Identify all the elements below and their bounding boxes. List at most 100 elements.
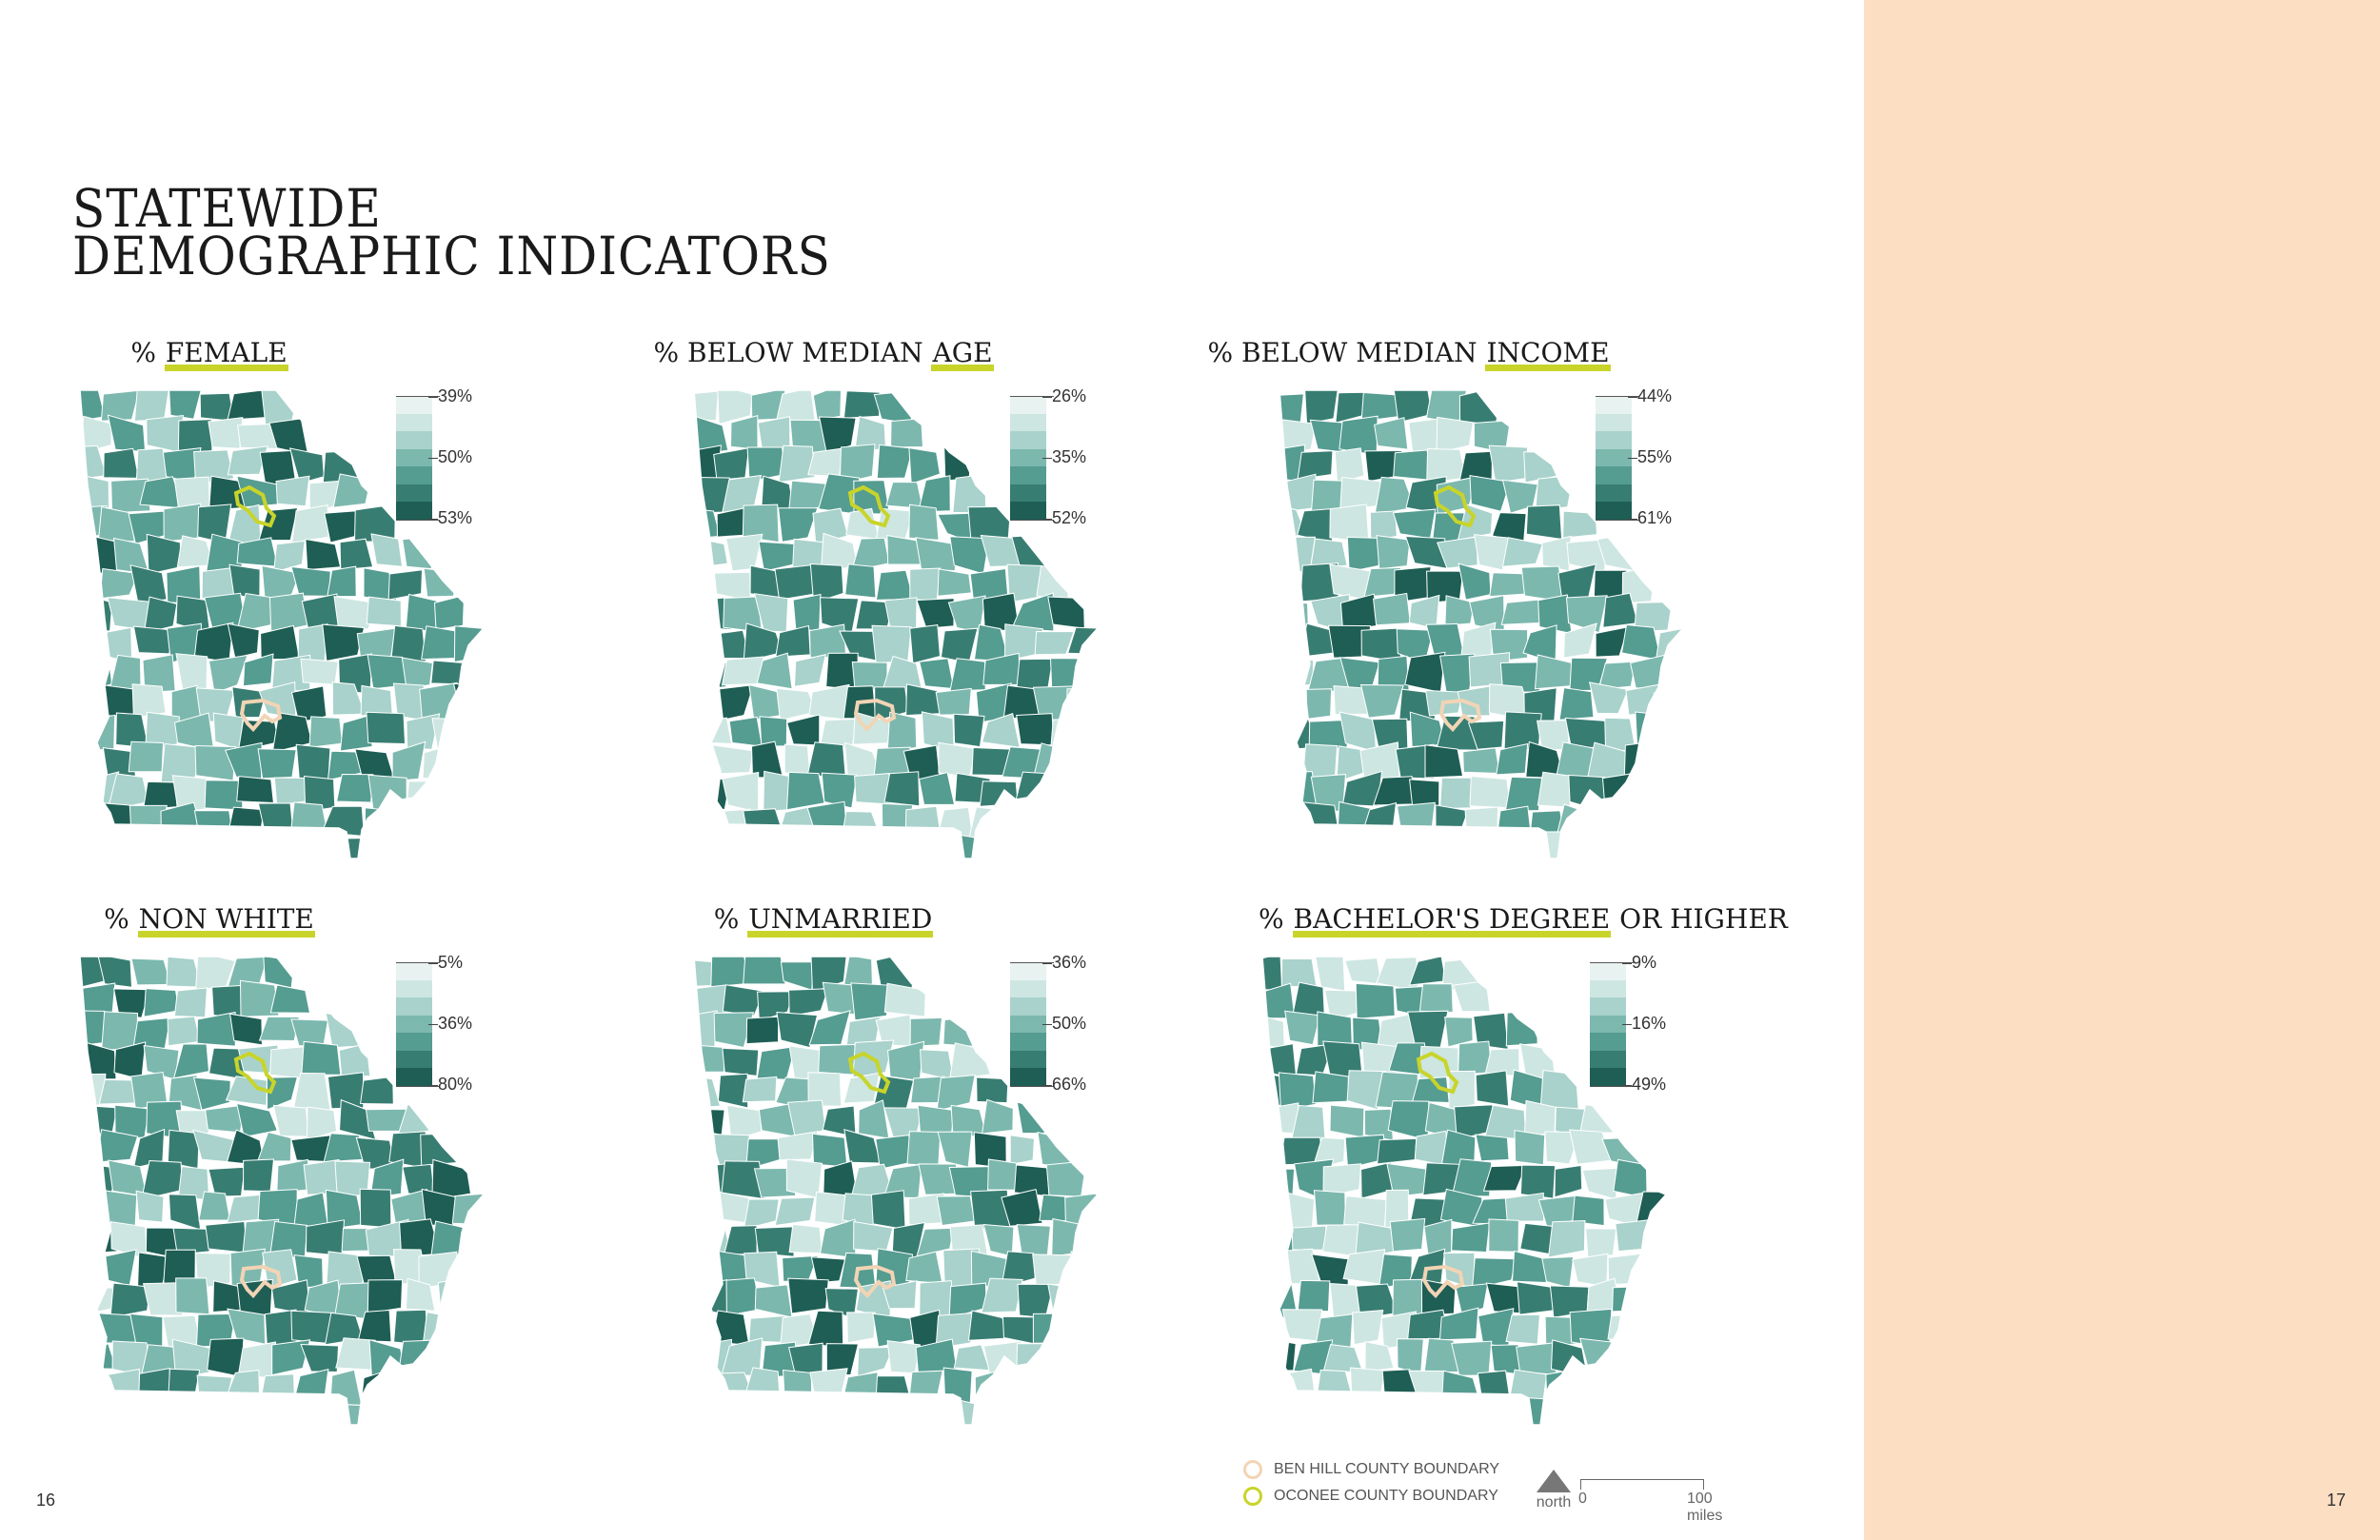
county-cell <box>208 1166 246 1197</box>
county-cell <box>1489 572 1525 598</box>
county-cell <box>916 598 955 629</box>
map-title-prefix: % <box>130 337 165 368</box>
county-cell <box>321 805 366 838</box>
legend-tick-label: 16% <box>1621 1014 1667 1033</box>
county-cell <box>393 1309 428 1346</box>
county-cell <box>711 744 754 775</box>
county-cell <box>225 1076 268 1106</box>
county-cell <box>876 444 914 480</box>
map-title-prefix: % BELOW MEDIAN <box>653 337 932 368</box>
county-cell <box>366 596 402 627</box>
county-cell <box>1455 1283 1489 1317</box>
county-cell <box>327 1072 365 1110</box>
boundary-legend: BEN HILL COUNTY BOUNDARY OCONEE COUNTY B… <box>1243 1456 1499 1510</box>
county-cell <box>198 1191 231 1221</box>
legend-tick-label: 39% <box>427 386 473 405</box>
county-cell <box>391 740 426 782</box>
county-cell <box>1458 563 1492 601</box>
county-cell <box>694 1044 725 1073</box>
county-cell <box>128 740 165 773</box>
county-cell <box>713 1012 755 1049</box>
county-cell <box>919 658 955 690</box>
county-cell <box>819 1218 857 1259</box>
county-cell <box>763 770 795 813</box>
county-cell <box>1344 958 1382 985</box>
county-cell <box>1488 444 1529 484</box>
choropleth-map <box>1261 957 1668 1426</box>
county-cell <box>1623 740 1659 778</box>
ramp-swatch <box>1010 1050 1046 1069</box>
county-cell <box>1511 1250 1548 1284</box>
county-cell <box>935 687 972 716</box>
county-cell <box>212 712 244 751</box>
county-cell <box>1655 626 1683 661</box>
county-cell <box>275 475 310 507</box>
county-cell <box>949 1398 987 1425</box>
county-cell <box>1585 1228 1617 1258</box>
county-cell <box>1369 510 1398 541</box>
county-cell <box>242 653 274 687</box>
ramp-swatch <box>1596 448 1632 467</box>
county-cell <box>1339 593 1379 631</box>
county-cell <box>694 507 722 541</box>
county-cell <box>300 658 339 685</box>
county-cell <box>173 987 208 1018</box>
county-cell <box>904 805 942 835</box>
county-cell <box>1047 596 1085 629</box>
county-cell <box>433 594 466 630</box>
county-cell <box>367 774 407 812</box>
map-panel-bachelors: % BACHELOR'S DEGREE OR HIGHER 9% 16% 49% <box>1259 903 1809 1442</box>
ramp-swatch <box>1596 484 1632 503</box>
value-legend: 39% 50% 53% <box>396 386 529 529</box>
county-cell <box>725 533 764 572</box>
ramp-swatch <box>396 466 432 484</box>
legend-top-line <box>1010 962 1054 963</box>
legend-top-line <box>1010 396 1054 397</box>
title-line-1: STATEWIDE <box>72 178 382 240</box>
legend-top-line <box>396 396 440 397</box>
county-cell <box>369 1158 405 1199</box>
county-cell <box>239 979 280 1017</box>
ramp-swatch <box>1010 1015 1046 1034</box>
county-cell <box>1525 504 1563 541</box>
county-cell <box>844 563 877 599</box>
county-cell <box>776 1011 819 1049</box>
county-cell <box>290 685 327 723</box>
county-cell <box>909 567 942 602</box>
ramp-swatch <box>396 1033 432 1051</box>
county-cell <box>808 1010 851 1046</box>
county-cell <box>258 507 299 542</box>
county-cell <box>1418 983 1454 1014</box>
color-ramp <box>1010 396 1046 520</box>
county-cell <box>1519 1222 1555 1255</box>
county-cell <box>775 390 816 423</box>
county-cell <box>979 780 1019 807</box>
county-cell <box>1460 622 1497 661</box>
county-cell <box>1279 418 1317 455</box>
county-cell <box>367 1279 404 1314</box>
county-cell <box>292 1369 329 1402</box>
county-cell <box>273 540 306 573</box>
county-cell <box>227 445 268 476</box>
county-cell <box>450 1253 484 1289</box>
county-cell <box>171 1338 212 1379</box>
county-cell <box>431 718 467 749</box>
county-cell <box>172 1227 213 1255</box>
ramp-swatch <box>1010 448 1046 467</box>
county-cell <box>1467 720 1505 750</box>
county-cell <box>360 1076 394 1105</box>
county-cell <box>1558 687 1595 721</box>
county-cell <box>885 481 924 509</box>
north-label: north <box>1536 1494 1572 1510</box>
county-cell <box>1329 1104 1365 1138</box>
county-cell <box>193 449 235 485</box>
county-cell <box>269 984 311 1014</box>
county-cell <box>291 504 329 543</box>
county-cell <box>1404 651 1446 694</box>
county-cell <box>172 1043 210 1079</box>
county-cell <box>1607 1313 1641 1340</box>
county-cell <box>1423 1218 1453 1256</box>
county-cell <box>269 1046 306 1079</box>
map-panel-female: % FEMALE 39% 50% 53% <box>76 337 609 876</box>
county-cell <box>1373 592 1411 626</box>
